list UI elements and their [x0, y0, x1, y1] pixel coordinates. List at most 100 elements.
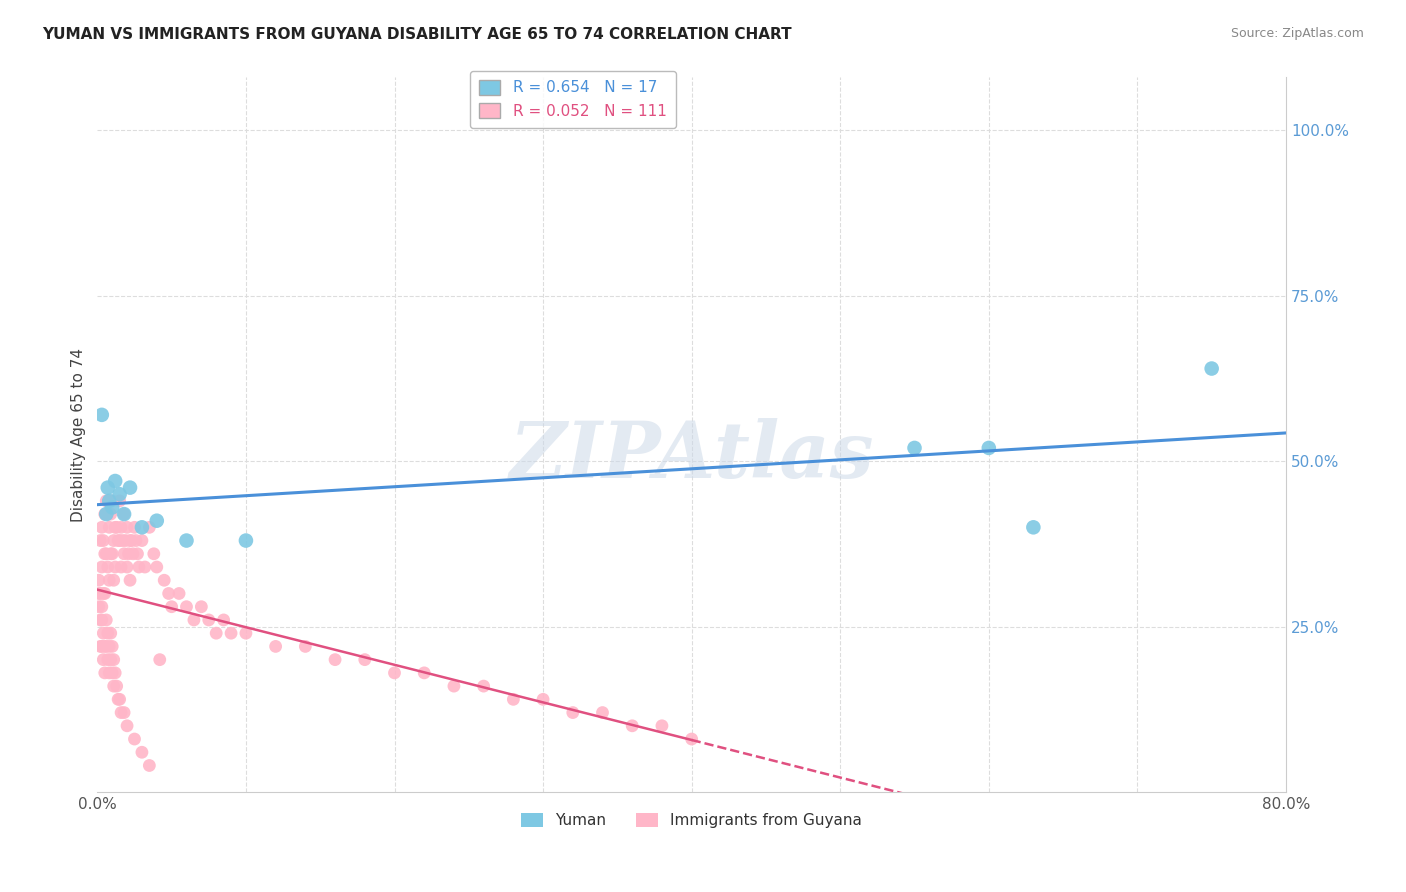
Point: [108, 533, 131, 548]
Point: [90, 560, 112, 574]
Point: [98, 640, 121, 654]
Point: [104, 474, 127, 488]
Point: [101, 547, 124, 561]
Point: [96, 507, 118, 521]
Point: [103, 679, 125, 693]
Point: [122, 547, 145, 561]
Point: [117, 547, 139, 561]
Point: [97, 626, 120, 640]
Point: [472, 679, 495, 693]
Point: [112, 507, 135, 521]
Point: [87, 574, 110, 588]
Point: [146, 514, 169, 528]
Point: [103, 533, 125, 548]
Text: ZIPAtlas: ZIPAtlas: [509, 417, 875, 494]
Y-axis label: Disability Age 65 to 74: Disability Age 65 to 74: [72, 348, 86, 522]
Point: [621, 719, 644, 733]
Point: [183, 613, 205, 627]
Point: [413, 665, 436, 680]
Point: [107, 692, 129, 706]
Point: [90, 613, 112, 627]
Point: [90, 408, 112, 422]
Point: [118, 574, 141, 588]
Point: [108, 487, 131, 501]
Point: [98, 520, 121, 534]
Point: [977, 441, 1000, 455]
Point: [131, 533, 153, 548]
Point: [94, 547, 117, 561]
Text: Source: ZipAtlas.com: Source: ZipAtlas.com: [1230, 27, 1364, 40]
Point: [176, 599, 198, 614]
Point: [97, 481, 120, 495]
Point: [110, 520, 132, 534]
Legend: Yuman, Immigrants from Guyana: Yuman, Immigrants from Guyana: [515, 806, 868, 834]
Point: [160, 599, 183, 614]
Point: [107, 533, 129, 548]
Text: YUMAN VS IMMIGRANTS FROM GUYANA DISABILITY AGE 65 TO 74 CORRELATION CHART: YUMAN VS IMMIGRANTS FROM GUYANA DISABILI…: [42, 27, 792, 42]
Point: [97, 507, 120, 521]
Point: [112, 507, 135, 521]
Point: [96, 613, 118, 627]
Point: [115, 719, 138, 733]
Point: [101, 500, 124, 515]
Point: [97, 560, 120, 574]
Point: [114, 533, 136, 548]
Point: [96, 547, 118, 561]
Point: [103, 653, 125, 667]
Point: [131, 520, 153, 534]
Point: [96, 640, 118, 654]
Point: [104, 520, 127, 534]
Point: [104, 560, 127, 574]
Point: [1022, 520, 1045, 534]
Point: [138, 758, 160, 772]
Point: [108, 494, 131, 508]
Point: [118, 533, 141, 548]
Point: [502, 692, 524, 706]
Point: [98, 665, 121, 680]
Point: [100, 653, 122, 667]
Point: [443, 679, 465, 693]
Point: [131, 745, 153, 759]
Point: [87, 599, 110, 614]
Point: [264, 640, 287, 654]
Point: [89, 533, 111, 548]
Point: [121, 533, 143, 548]
Point: [112, 547, 135, 561]
Point: [142, 547, 165, 561]
Point: [87, 586, 110, 600]
Point: [651, 719, 673, 733]
Point: [353, 653, 375, 667]
Point: [167, 586, 190, 600]
Point: [212, 613, 235, 627]
Point: [101, 494, 124, 508]
Point: [146, 560, 169, 574]
Point: [903, 441, 925, 455]
Point: [561, 706, 583, 720]
Point: [294, 640, 316, 654]
Point: [89, 586, 111, 600]
Point: [101, 640, 124, 654]
Point: [108, 692, 131, 706]
Point: [115, 520, 138, 534]
Point: [105, 679, 128, 693]
Point: [157, 586, 180, 600]
Point: [149, 653, 172, 667]
Point: [124, 732, 146, 747]
Point: [110, 560, 132, 574]
Point: [153, 574, 176, 588]
Point: [176, 533, 198, 548]
Point: [94, 665, 117, 680]
Point: [89, 613, 111, 627]
Point: [128, 560, 150, 574]
Point: [91, 586, 114, 600]
Point: [100, 507, 122, 521]
Point: [205, 626, 228, 640]
Point: [96, 494, 118, 508]
Point: [115, 560, 138, 574]
Point: [134, 560, 156, 574]
Point: [90, 640, 112, 654]
Point: [592, 706, 614, 720]
Point: [94, 507, 117, 521]
Point: [531, 692, 554, 706]
Point: [124, 520, 146, 534]
